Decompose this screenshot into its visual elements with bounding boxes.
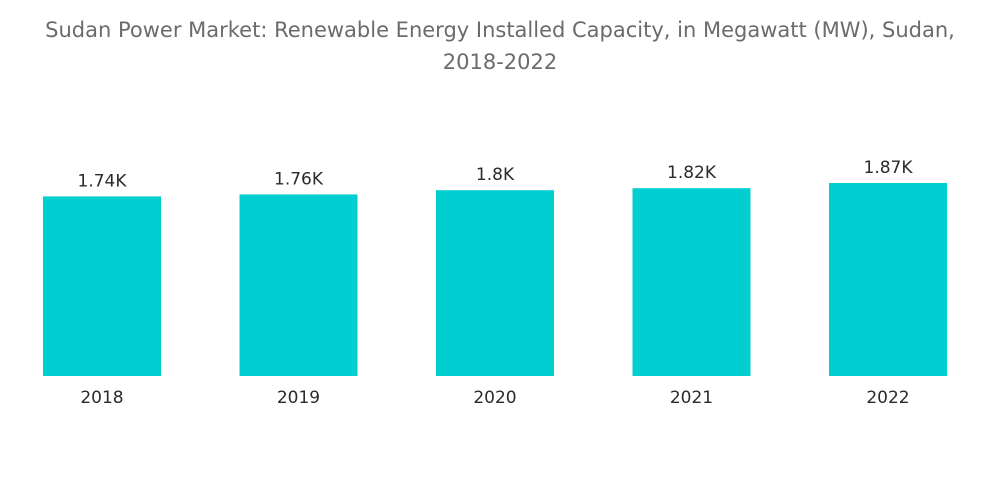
data-label-2021: 1.82K	[667, 163, 717, 183]
bar-2022	[829, 183, 947, 376]
data-label-2020: 1.8K	[476, 165, 515, 185]
bar-2018	[43, 196, 161, 376]
x-tick-label-2018: 2018	[80, 388, 123, 408]
x-tick-label-2019: 2019	[277, 388, 320, 408]
bar-2019	[239, 194, 358, 376]
data-label-2018: 1.74K	[78, 171, 128, 191]
bar-2020	[436, 190, 554, 376]
chart-title: Sudan Power Market: Renewable Energy Ins…	[0, 14, 1000, 78]
data-label-2022: 1.87K	[864, 158, 914, 178]
bar-2021	[632, 188, 751, 376]
x-tick-label-2020: 2020	[473, 388, 516, 408]
data-label-2019: 1.76K	[274, 169, 324, 189]
chart-title-line-2: 2018-2022	[442, 50, 558, 74]
x-tick-label-2022: 2022	[866, 388, 909, 408]
x-tick-label-2021: 2021	[670, 388, 713, 408]
chart-title-line-1: Sudan Power Market: Renewable Energy Ins…	[45, 18, 955, 42]
